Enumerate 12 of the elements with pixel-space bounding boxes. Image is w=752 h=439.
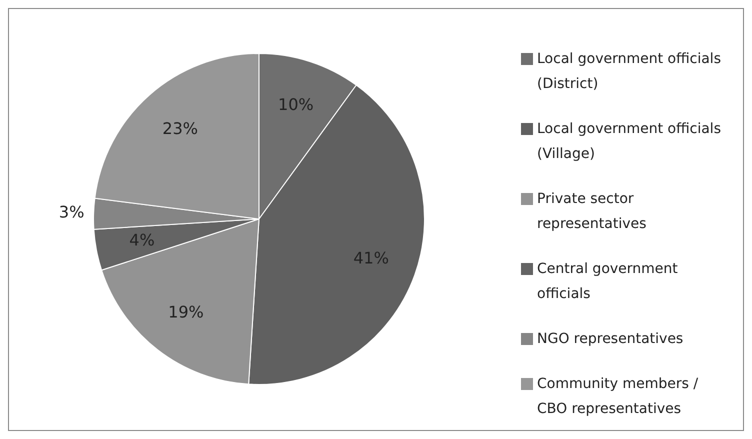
legend-label: Local government officials (District) bbox=[537, 50, 721, 94]
data-label: 10% bbox=[278, 94, 314, 114]
data-label: 3% bbox=[58, 202, 84, 222]
legend-label: Central government officials bbox=[537, 260, 679, 304]
data-label: 19% bbox=[168, 302, 204, 322]
data-label: 41% bbox=[353, 248, 389, 268]
data-label: 4% bbox=[129, 230, 155, 250]
legend-label: Local government officials (Village) bbox=[537, 120, 721, 164]
data-label: 23% bbox=[162, 118, 198, 138]
legend-label: Community members / CBO representatives bbox=[537, 375, 700, 419]
legend-label: NGO representatives bbox=[537, 330, 684, 349]
legend-label: Private sector representatives bbox=[537, 190, 648, 234]
